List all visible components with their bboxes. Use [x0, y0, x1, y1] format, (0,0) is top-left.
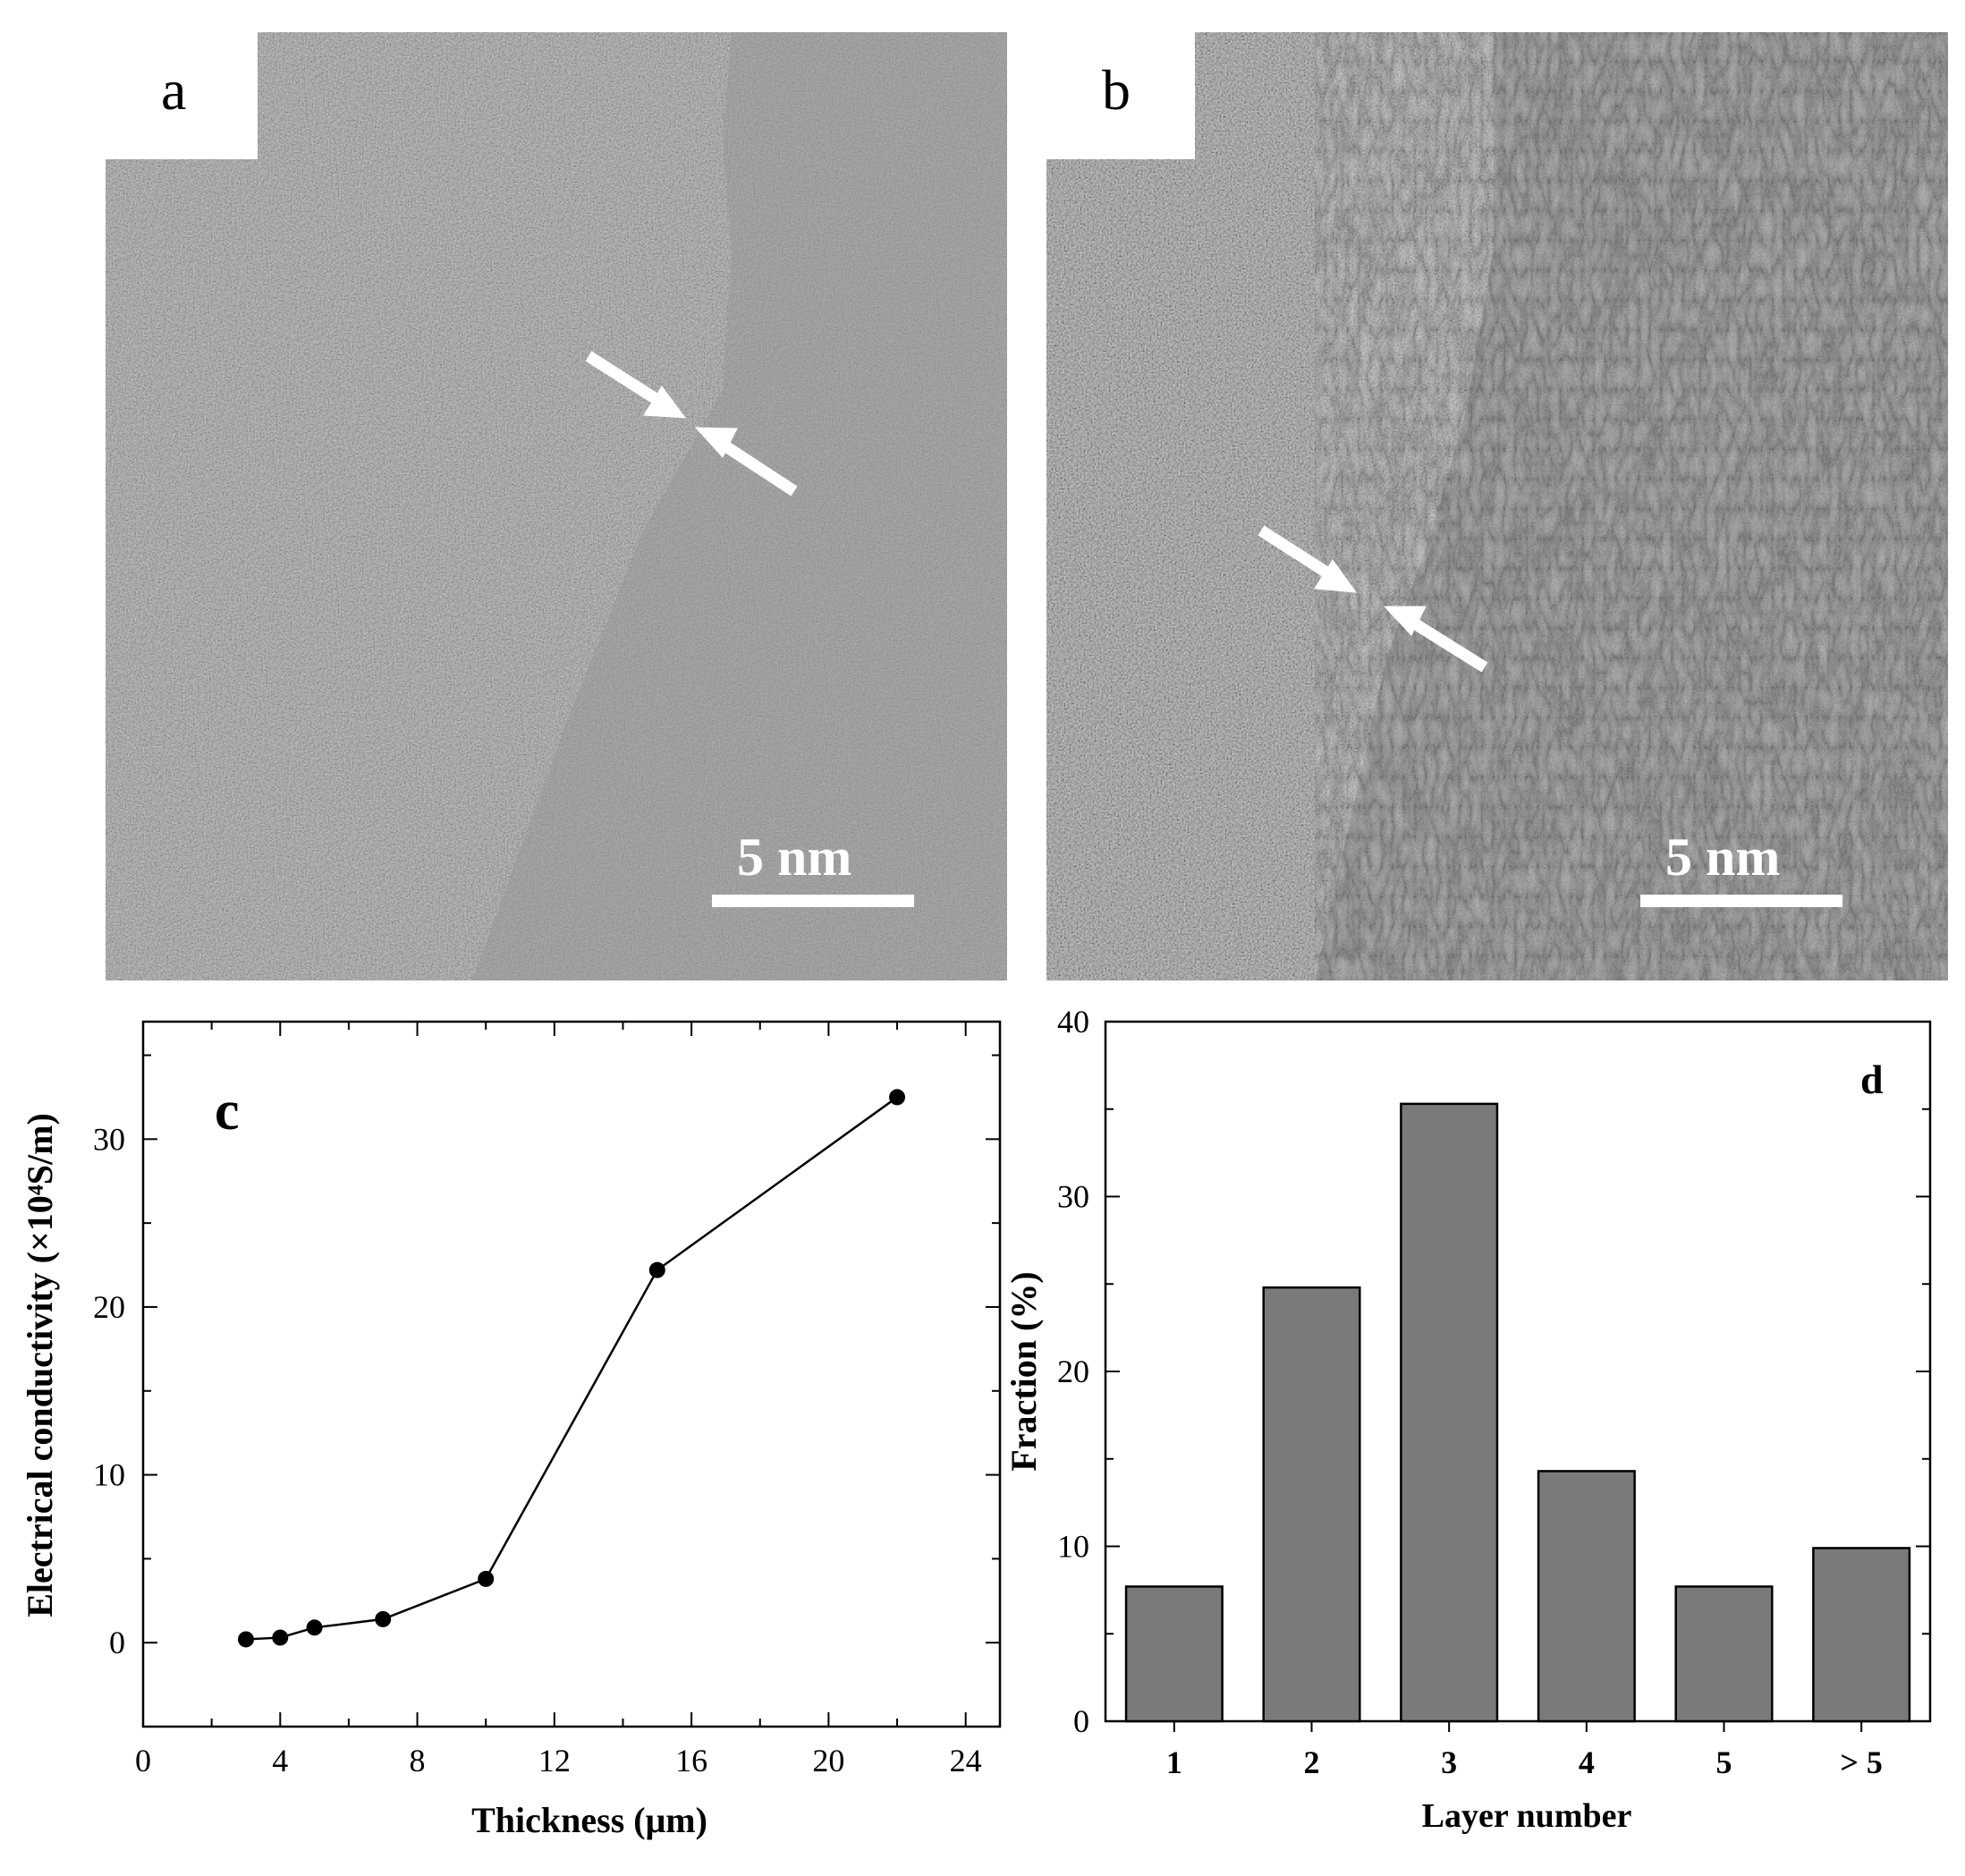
- data-point: [889, 1089, 906, 1106]
- y-tick-label: 30: [1057, 1179, 1089, 1215]
- arrow-icon: [585, 351, 798, 497]
- scale-bar-label-b: 5 nm: [1665, 828, 1781, 887]
- x-tick-label: 3: [1441, 1744, 1457, 1780]
- tem-panel-b: b 5 nm: [1046, 32, 1948, 980]
- y-axis-label: Electrical conductivity (×10⁴S/m): [20, 1113, 60, 1617]
- scale-bar-label-a: 5 nm: [737, 828, 852, 887]
- x-tick-label: > 5: [1840, 1744, 1883, 1780]
- x-tick-label: 12: [538, 1743, 571, 1778]
- x-tick-label: 1: [1166, 1744, 1182, 1780]
- panel-letter-a: a: [161, 58, 187, 122]
- x-tick-label: 5: [1716, 1744, 1732, 1780]
- panel-letter-c: c: [215, 1081, 240, 1142]
- y-tick-label: 40: [1057, 1004, 1089, 1040]
- arrow-icon: [1258, 525, 1488, 673]
- y-tick-label: 20: [93, 1289, 125, 1325]
- y-tick-label: 30: [93, 1121, 125, 1157]
- letter-box-b: [1046, 32, 1195, 159]
- x-tick-label: 4: [1579, 1744, 1595, 1780]
- data-point: [237, 1631, 254, 1648]
- x-axis-label: Thickness (μm): [471, 1800, 707, 1840]
- y-axis-label: Fraction (%): [1004, 1271, 1044, 1471]
- y-tick-label: 10: [93, 1457, 125, 1493]
- y-tick-label: 20: [1057, 1354, 1089, 1389]
- data-point: [272, 1629, 289, 1646]
- x-tick-label: 0: [135, 1743, 151, 1778]
- scale-bar-line: [1640, 895, 1842, 907]
- x-axis-label: Layer number: [1422, 1797, 1632, 1835]
- tem-image-b: [1046, 32, 1948, 980]
- plot-frame: [1104, 1020, 1932, 1723]
- x-tick-label: 8: [410, 1743, 426, 1778]
- y-tick-label: 10: [1057, 1529, 1089, 1565]
- panel-letter-d: d: [1860, 1057, 1884, 1102]
- x-tick-label: 2: [1304, 1744, 1320, 1780]
- panel-letter-b: b: [1102, 58, 1131, 122]
- scale-bar-line: [712, 895, 914, 907]
- data-point: [375, 1610, 392, 1627]
- tem-image-a: [106, 32, 1007, 980]
- data-point: [648, 1261, 665, 1278]
- x-tick-label: 20: [812, 1743, 844, 1778]
- bar: [1400, 1102, 1499, 1723]
- data-point: [306, 1619, 323, 1636]
- bar: [1674, 1585, 1774, 1723]
- plot-frame: [141, 1020, 1002, 1728]
- bar: [1812, 1547, 1911, 1723]
- data-point: [478, 1570, 495, 1587]
- series-line: [245, 1096, 898, 1641]
- bar: [1262, 1286, 1361, 1723]
- x-tick-label: 16: [675, 1743, 707, 1778]
- y-tick-label: 0: [109, 1625, 125, 1660]
- y-tick-label: 0: [1073, 1703, 1089, 1739]
- x-tick-label: 4: [272, 1743, 288, 1778]
- bar: [1537, 1470, 1636, 1723]
- letter-box-a: [106, 32, 258, 159]
- bar: [1124, 1585, 1224, 1723]
- x-tick-label: 24: [950, 1743, 982, 1778]
- tem-panel-a: a 5 nm: [106, 32, 1007, 980]
